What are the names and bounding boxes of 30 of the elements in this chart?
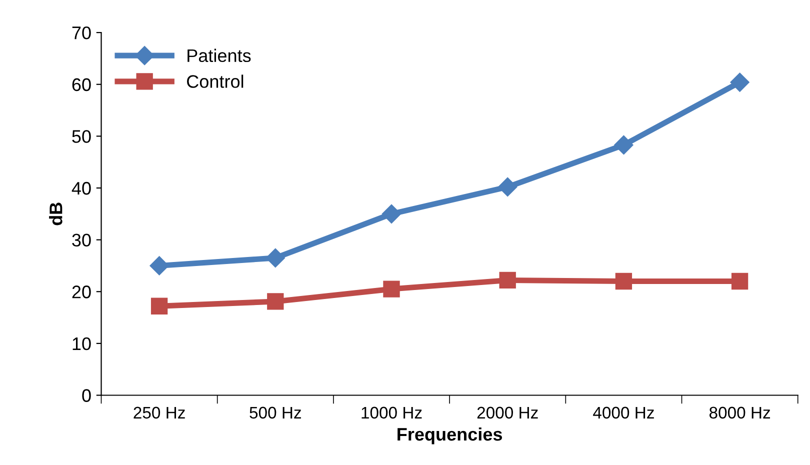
point (267, 293, 284, 310)
y-axis-title: dB (49, 202, 62, 226)
x-tick-label: 1000 Hz (362, 406, 422, 419)
x-tick-label: 250 Hz (134, 406, 185, 419)
x-tick-label: 8000 Hz (709, 406, 770, 419)
point (150, 298, 168, 314)
point (383, 280, 400, 298)
y-tick-label: 20 (72, 286, 91, 298)
y-tick-label: 30 (72, 234, 91, 247)
y-tick-label: 70 (72, 26, 91, 40)
point (150, 256, 169, 276)
legend-label: Patients (188, 48, 251, 62)
point (499, 272, 516, 289)
point (266, 248, 285, 268)
y-tick-label: 60 (72, 78, 91, 92)
legend-label: Control (187, 74, 244, 88)
point (614, 135, 634, 155)
point (498, 177, 518, 196)
y-tick-label: 40 (72, 182, 91, 195)
x-tick-label: 4000 Hz (593, 406, 654, 419)
point (615, 272, 632, 290)
y-tick-label: 10 (72, 337, 91, 350)
x-tick-label: 2000 Hz (477, 406, 538, 419)
y-tick-label: 0 (82, 389, 91, 402)
point (731, 272, 748, 290)
y-tick-label: 50 (72, 130, 91, 143)
x-tick-label: 500 Hz (250, 406, 301, 419)
x-axis-title: Frequencies (398, 427, 502, 444)
point (730, 72, 750, 92)
point (382, 204, 402, 224)
